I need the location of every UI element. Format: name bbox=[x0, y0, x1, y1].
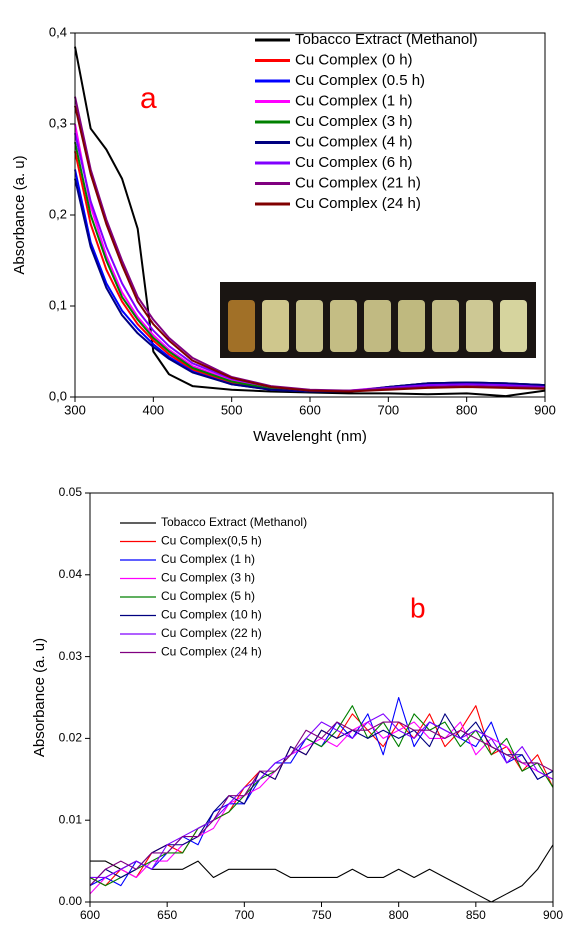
y-tick-label: 0.02 bbox=[59, 731, 83, 745]
data-line bbox=[89, 721, 554, 887]
legend-label: Tobacco Extract (Methanol) bbox=[295, 31, 478, 48]
y-tick-label: 0,1 bbox=[49, 297, 67, 312]
x-tick-label: 750 bbox=[311, 908, 331, 922]
x-tick-label: 700 bbox=[234, 908, 254, 922]
plot-frame bbox=[74, 32, 546, 398]
y-tick-label: 0,3 bbox=[49, 115, 67, 130]
panel-letter: b bbox=[410, 592, 426, 623]
x-tick-label: 650 bbox=[157, 908, 177, 922]
x-tick-label: 600 bbox=[80, 908, 100, 922]
data-line bbox=[89, 721, 554, 895]
data-line bbox=[90, 713, 554, 879]
legend-label: Cu Complex (5 h) bbox=[161, 589, 255, 603]
data-line bbox=[89, 705, 554, 887]
x-tick-label: 400 bbox=[142, 402, 164, 417]
legend-label: Cu Complex (6 h) bbox=[295, 154, 413, 171]
data-line bbox=[90, 844, 554, 903]
legend-label: Cu Complex (3 h) bbox=[295, 113, 413, 130]
legend-label: Cu Complex (3 h) bbox=[161, 571, 255, 585]
y-tick-label: 0.04 bbox=[59, 567, 83, 581]
y-tick-label: 0,4 bbox=[49, 24, 67, 39]
legend-label: Cu Complex (1 h) bbox=[161, 552, 255, 566]
vial-photo bbox=[220, 282, 536, 358]
x-tick-label: 900 bbox=[543, 908, 563, 922]
data-line bbox=[74, 105, 546, 393]
x-tick-label: 500 bbox=[221, 402, 243, 417]
y-tick-label: 0.00 bbox=[59, 894, 83, 908]
y-tick-label: 0.01 bbox=[59, 812, 83, 826]
plot-frame bbox=[89, 492, 554, 903]
x-tick-label: 850 bbox=[466, 908, 486, 922]
legend-label: Cu Complex (0.5 h) bbox=[295, 72, 425, 89]
x-tick-label: 900 bbox=[534, 402, 556, 417]
legend-label: Tobacco Extract (Methanol) bbox=[161, 515, 307, 529]
data-line bbox=[74, 178, 546, 393]
y-axis-label: Absorbance (a. u) bbox=[11, 155, 28, 274]
x-tick-label: 600 bbox=[299, 402, 321, 417]
y-tick-label: 0,0 bbox=[49, 388, 67, 403]
x-axis-label: Wavelenght (nm) bbox=[253, 428, 367, 445]
legend-label: Cu Complex (21 h) bbox=[295, 174, 421, 191]
panel-letter: a bbox=[140, 82, 157, 115]
legend-label: Cu Complex (24 h) bbox=[161, 645, 262, 659]
y-tick-label: 0.05 bbox=[59, 485, 83, 499]
y-tick-label: 0.03 bbox=[59, 649, 83, 663]
data-line bbox=[89, 713, 554, 887]
legend-label: Cu Complex (10 h) bbox=[161, 608, 262, 622]
x-tick-label: 800 bbox=[389, 908, 409, 922]
legend-label: Cu Complex (4 h) bbox=[295, 133, 413, 150]
x-tick-label: 700 bbox=[377, 402, 399, 417]
plot-lines bbox=[89, 696, 554, 903]
plot-lines bbox=[74, 46, 546, 398]
legend-label: Cu Complex(0,5 h) bbox=[161, 534, 262, 548]
legend-label: Cu Complex (24 h) bbox=[295, 195, 421, 212]
legend-label: Cu Complex (22 h) bbox=[161, 626, 262, 640]
data-line bbox=[74, 46, 546, 398]
x-tick-label: 800 bbox=[456, 402, 478, 417]
legend-label: Cu Complex (0 h) bbox=[295, 51, 413, 68]
data-line bbox=[89, 705, 554, 887]
y-axis-label: Absorbance (a. u) bbox=[31, 638, 48, 757]
legend-label: Cu Complex (1 h) bbox=[295, 92, 413, 109]
x-tick-label: 300 bbox=[64, 402, 86, 417]
y-tick-label: 0,2 bbox=[49, 206, 67, 221]
